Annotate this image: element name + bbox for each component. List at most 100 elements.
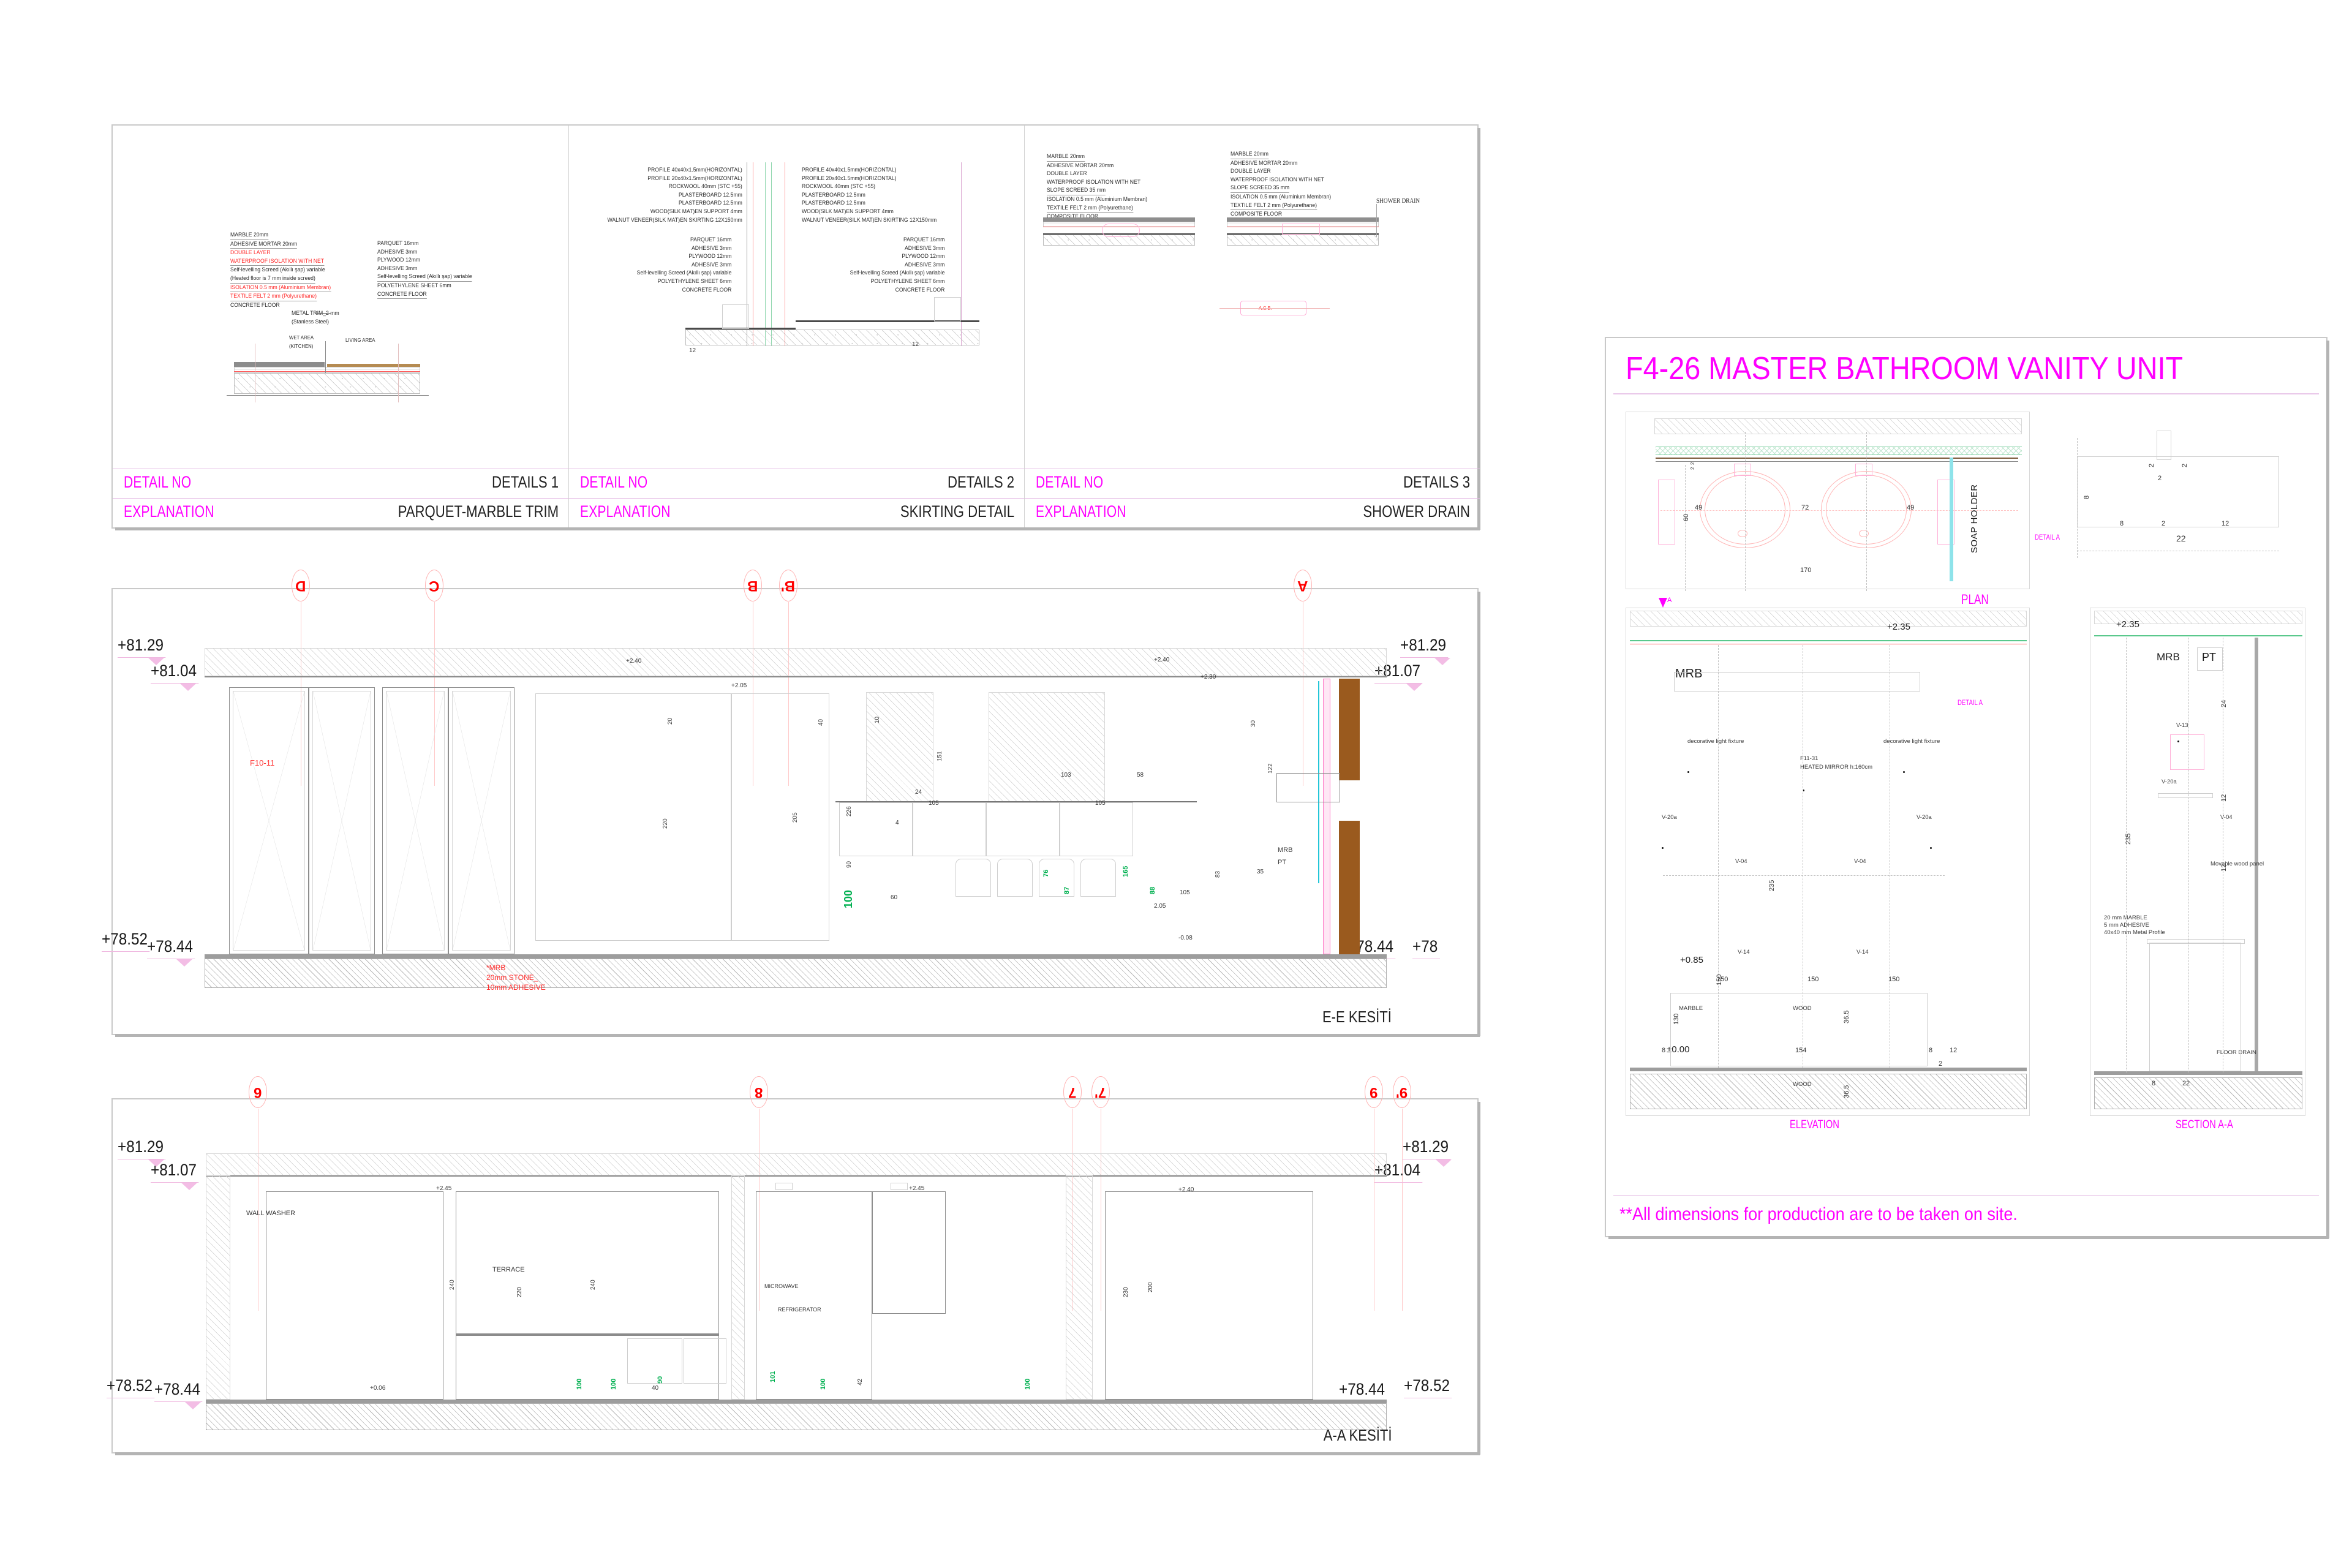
aa-bay-2 bbox=[456, 1191, 719, 1400]
ee-wood-panel-top bbox=[1339, 679, 1360, 780]
ee-tile-hatch-2 bbox=[866, 692, 933, 802]
detail-3-marble-left bbox=[1043, 217, 1195, 222]
ee-dim-40: 40 bbox=[818, 718, 824, 726]
detail-1-concrete-hatch bbox=[234, 373, 420, 394]
ee-door-x-2 bbox=[312, 691, 371, 951]
ee-cabinet-1 bbox=[839, 802, 913, 856]
ee-counter-line bbox=[835, 801, 1197, 802]
ee-dim-205: +2.05 bbox=[731, 682, 747, 689]
elev-light-fixture-left: decorative light fixture bbox=[1687, 738, 1744, 745]
ee-panel-bay-5 bbox=[535, 693, 731, 941]
sec-dim-24: 24 bbox=[2220, 699, 2228, 707]
ee-tag-mrb-1: MRB bbox=[1278, 846, 1293, 854]
section-ee-title: E-E KESİTİ bbox=[1322, 1008, 1392, 1026]
ee-dim-4: 4 bbox=[895, 820, 899, 826]
elev-dim-365-b: 36.5 bbox=[1843, 1085, 1850, 1098]
detail-3-drain-note: SHOWER DRAIN bbox=[1376, 198, 1420, 205]
sec-counter bbox=[2147, 939, 2245, 944]
level-ee-left-bottom: +78.44 bbox=[147, 937, 195, 959]
elev-fixture-dot-2 bbox=[1903, 771, 1905, 773]
plan-detail-axis bbox=[2077, 438, 2078, 558]
plan-detail-dim-22: 22 bbox=[2176, 533, 2186, 543]
detail-3-footer: DETAIL NO DETAILS 3 EXPLANATION SHOWER D… bbox=[1025, 469, 1480, 527]
detail-2-floor-spec-left: PARQUET 16mm ADHESIVE 3mm PLYWOOD 12mm A… bbox=[636, 236, 731, 293]
detail-2-footer: DETAIL NO DETAILS 2 EXPLANATION SKIRTING… bbox=[569, 469, 1024, 527]
detail-3-no-row: DETAIL NO DETAILS 3 bbox=[1025, 469, 1480, 498]
aa-dim-240-top: +2.40 bbox=[1178, 1186, 1194, 1193]
elev-fixture-dot-3 bbox=[1803, 790, 1804, 791]
level-aa-left-bottom: +78.44 bbox=[154, 1380, 203, 1402]
sec-v04-tag: V-04 bbox=[2220, 814, 2233, 821]
detail-3-no-value: DETAILS 3 bbox=[1403, 473, 1470, 491]
detail-1-left-spec: MARBLE 20mm ADHESIVE MORTAR 20mm DOUBLE … bbox=[230, 232, 331, 308]
detail-2-right-spec: PROFILE 40x40x1.5mm(HORIZONTAL) PROFILE … bbox=[802, 167, 937, 223]
detail-3-drain-leader bbox=[1376, 204, 1377, 237]
plan-detail-dim-2c: 2 bbox=[2158, 475, 2162, 482]
plan-drain-left bbox=[1738, 530, 1747, 537]
detail-2-no-value: DETAILS 2 bbox=[947, 473, 1014, 491]
detail-3-drain-plan-axis bbox=[1219, 308, 1330, 309]
detail-1-screed bbox=[234, 367, 420, 373]
ee-green-dim-87: 87 bbox=[1063, 886, 1071, 894]
ee-dim-60: 60 bbox=[891, 894, 898, 901]
level-ee-left-second: +81.04 bbox=[151, 662, 199, 684]
detail-3-explanation-row: EXPLANATION SHOWER DRAIN bbox=[1025, 498, 1480, 527]
elev-fixture-dot-1 bbox=[1687, 771, 1689, 773]
plan-dim-49-left: 49 bbox=[1695, 504, 1703, 511]
ee-cabinet-3 bbox=[986, 802, 1060, 856]
grid-bubble-c: C bbox=[425, 570, 443, 786]
ee-dim-205-c: 2.05 bbox=[1154, 903, 1166, 910]
aa-dim-200: 200 bbox=[1147, 1282, 1154, 1292]
grid-bubble-a: A bbox=[1294, 570, 1312, 786]
grid-bubble-6: 6 bbox=[249, 1076, 267, 1311]
plan-detail-dim-12: 12 bbox=[2222, 520, 2230, 527]
grid-bubble-7-prime: 7' bbox=[1091, 1076, 1110, 1311]
ee-dim-103: 103 bbox=[1061, 772, 1071, 778]
detail-2-wall-right-a bbox=[961, 162, 962, 346]
plan-detail-dim-8: 8 bbox=[2120, 520, 2124, 527]
sec-floor-hatch bbox=[2094, 1077, 2302, 1109]
plan-detail-dim-2b: 2 bbox=[2181, 463, 2188, 467]
detail-2-dim-left: 12 bbox=[689, 347, 696, 354]
sec-dim-12b: 12 bbox=[2220, 864, 2228, 872]
grid-bubble-b-prime: B' bbox=[779, 570, 797, 786]
ee-green-dim-165: 165 bbox=[1122, 865, 1129, 877]
aa-dim-245-a: +2.45 bbox=[436, 1185, 452, 1192]
level-tri-3 bbox=[176, 959, 192, 967]
note-divider bbox=[1613, 1194, 2319, 1196]
elev-dim-12: 12 bbox=[1950, 1047, 1958, 1054]
elev-fixture-dot-5 bbox=[1930, 847, 1932, 849]
section-aa-title: A-A KESİTİ bbox=[1323, 1426, 1392, 1444]
detail-1-parquet-slab bbox=[327, 364, 420, 368]
plan-dim-2a: 2 bbox=[1690, 467, 1695, 470]
sec-right-wall bbox=[2255, 638, 2258, 1071]
detail-2-wall-left-c bbox=[765, 162, 766, 346]
elev-dim-2: 2 bbox=[1939, 1060, 1943, 1068]
ee-cyan-edge bbox=[1318, 681, 1319, 883]
ee-dim-10: 10 bbox=[874, 716, 881, 723]
level-tri-2 bbox=[180, 684, 196, 691]
level-ee-left-top: +81.29 bbox=[118, 636, 166, 658]
sec-mrb-tag: MRB bbox=[2157, 651, 2180, 663]
ee-dim-20: 20 bbox=[667, 717, 674, 725]
ee-dim-24: 24 bbox=[915, 789, 922, 796]
ee-floor-slab bbox=[205, 954, 1387, 959]
sec-v13-dot bbox=[2177, 741, 2179, 742]
aa-bay-3 bbox=[756, 1191, 872, 1400]
detail-1-base-line bbox=[227, 395, 429, 396]
sec-v20a-shelf bbox=[2158, 793, 2213, 798]
level-aa-right-bottom: +78.52 bbox=[1404, 1376, 1452, 1398]
production-note: **All dimensions for production are to b… bbox=[1619, 1204, 2018, 1224]
ee-dim-105-b: 105 bbox=[1095, 800, 1106, 807]
detail-1-explanation-row: EXPLANATION PARQUET-MARBLE TRIM bbox=[113, 498, 568, 527]
elev-v04-right: V-04 bbox=[1854, 858, 1866, 865]
plan-dim-49-right: 49 bbox=[1907, 504, 1915, 511]
ee-dim-35: 35 bbox=[1257, 869, 1264, 875]
aa-refrigerator-label: REFRIGERATOR bbox=[778, 1306, 821, 1313]
aa-terrace-label: TERRACE bbox=[492, 1266, 525, 1273]
detail-2-wall-left-d bbox=[771, 162, 772, 346]
ee-wood-panel-bottom bbox=[1339, 821, 1360, 954]
sec-buildup-note: 20 mm MARBLE 5 mm ADHESIVE 40x40 mm Meta… bbox=[2104, 914, 2165, 936]
detail-1-trim-vline bbox=[325, 341, 326, 373]
plan-cabinet-left bbox=[1658, 480, 1675, 545]
